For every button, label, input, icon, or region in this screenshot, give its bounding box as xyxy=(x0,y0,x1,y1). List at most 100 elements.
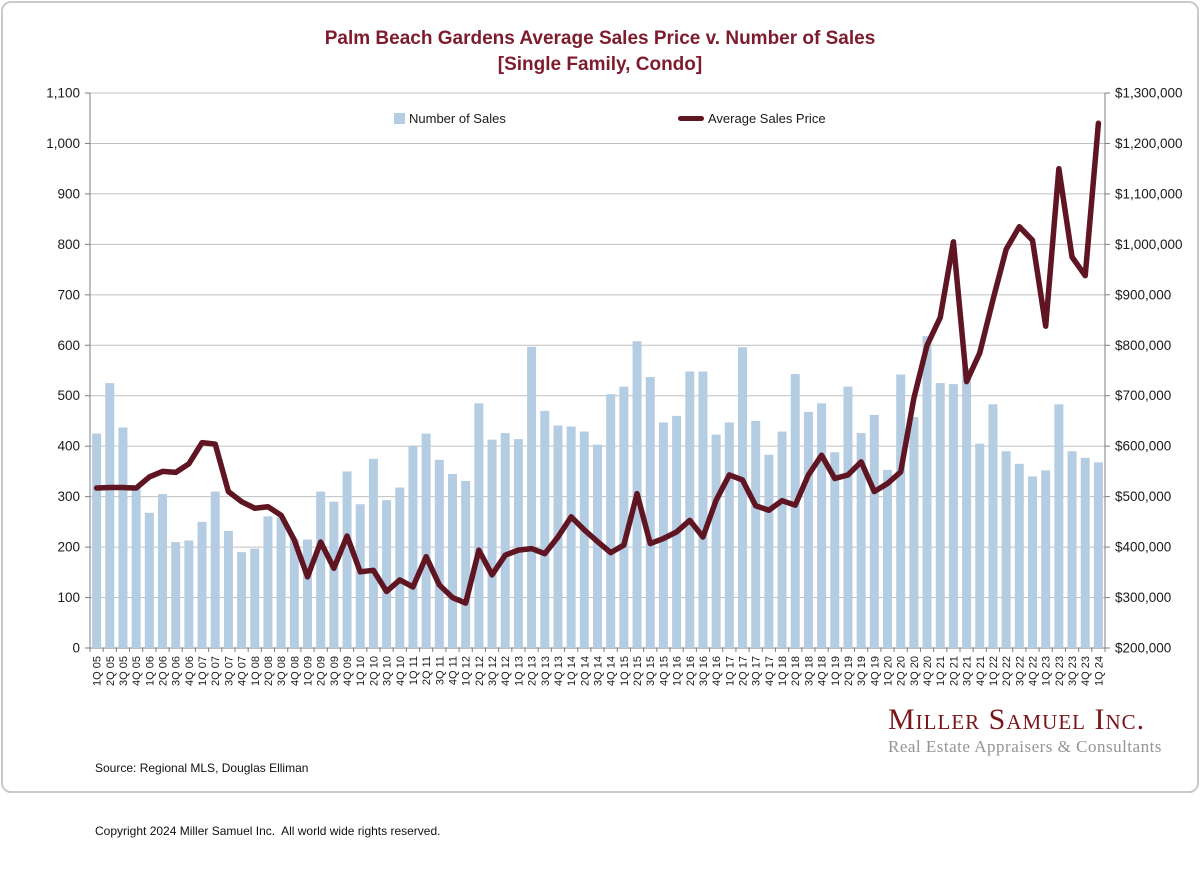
bar xyxy=(1067,451,1077,648)
price-line xyxy=(93,120,1102,606)
bar xyxy=(540,410,550,648)
bar xyxy=(751,420,761,648)
svg-text:$700,000: $700,000 xyxy=(1115,388,1171,403)
bar xyxy=(869,414,879,648)
bar xyxy=(303,539,312,648)
svg-text:3Q 12: 3Q 12 xyxy=(487,656,499,686)
bar xyxy=(1028,476,1037,648)
svg-text:1Q 10: 1Q 10 xyxy=(355,656,367,686)
svg-text:3Q 21: 3Q 21 xyxy=(962,656,974,686)
svg-text:4Q 22: 4Q 22 xyxy=(1028,656,1040,686)
svg-text:4Q 07: 4Q 07 xyxy=(237,656,249,686)
bar xyxy=(830,452,840,648)
svg-text:4Q 15: 4Q 15 xyxy=(658,656,670,686)
svg-text:4Q 11: 4Q 11 xyxy=(448,656,460,685)
bar xyxy=(790,374,800,648)
svg-text:$1,200,000: $1,200,000 xyxy=(1115,136,1183,151)
svg-text:1Q 18: 1Q 18 xyxy=(777,656,789,686)
chart-title-line1: Palm Beach Gardens Average Sales Price v… xyxy=(324,28,876,49)
svg-text:1Q 12: 1Q 12 xyxy=(461,656,473,686)
bar xyxy=(658,422,668,648)
bar xyxy=(237,552,247,648)
bar xyxy=(685,371,695,648)
svg-text:2Q 09: 2Q 09 xyxy=(316,656,328,686)
bar xyxy=(329,501,339,648)
svg-text:2Q 15: 2Q 15 xyxy=(632,656,644,686)
bar xyxy=(711,434,721,648)
svg-text:2Q 17: 2Q 17 xyxy=(738,656,750,686)
bar xyxy=(909,416,919,648)
svg-text:2Q 14: 2Q 14 xyxy=(579,656,591,686)
svg-text:1Q 05: 1Q 05 xyxy=(92,656,104,686)
bar xyxy=(975,443,985,648)
bar xyxy=(276,517,286,648)
svg-text:1Q 15: 1Q 15 xyxy=(619,656,631,686)
svg-text:2Q 08: 2Q 08 xyxy=(263,656,275,686)
bar xyxy=(474,403,484,648)
svg-text:3Q 18: 3Q 18 xyxy=(803,656,815,686)
svg-text:1Q 22: 1Q 22 xyxy=(988,656,1000,686)
svg-text:3Q 05: 3Q 05 xyxy=(118,656,130,686)
svg-text:1Q 17: 1Q 17 xyxy=(724,656,736,686)
bar xyxy=(342,471,352,648)
bar xyxy=(935,383,945,648)
bar xyxy=(566,426,576,648)
bar xyxy=(1080,457,1090,648)
bar xyxy=(764,454,774,648)
bar xyxy=(434,459,444,648)
svg-text:3Q 10: 3Q 10 xyxy=(382,656,394,686)
svg-text:1Q 07: 1Q 07 xyxy=(197,656,209,686)
svg-text:1Q 13: 1Q 13 xyxy=(513,656,525,686)
bar xyxy=(105,383,115,648)
svg-text:3Q 09: 3Q 09 xyxy=(329,656,341,686)
bar xyxy=(448,473,457,648)
bar xyxy=(382,500,392,648)
bar xyxy=(171,542,181,648)
svg-text:600: 600 xyxy=(57,338,80,353)
chart: Palm Beach Gardens Average Sales Price v… xyxy=(46,28,1188,838)
bar xyxy=(698,371,708,648)
svg-text:$1,100,000: $1,100,000 xyxy=(1115,186,1183,201)
svg-text:1Q 16: 1Q 16 xyxy=(672,656,684,686)
legend-item-average-sales-price: Average Sales Price xyxy=(678,108,826,128)
bar xyxy=(1001,451,1011,648)
svg-text:3Q 06: 3Q 06 xyxy=(171,656,183,686)
svg-text:1Q 24: 1Q 24 xyxy=(1093,656,1105,686)
svg-text:2Q 07: 2Q 07 xyxy=(210,656,222,686)
svg-text:1Q 23: 1Q 23 xyxy=(1041,656,1053,686)
bar xyxy=(619,386,629,648)
svg-text:4Q 12: 4Q 12 xyxy=(500,656,512,686)
svg-text:4Q 05: 4Q 05 xyxy=(131,656,143,686)
svg-text:900: 900 xyxy=(57,186,80,201)
miller-samuel-logo: Miller Samuel Inc. Real Estate Appraiser… xyxy=(888,704,1188,758)
svg-text:3Q 11: 3Q 11 xyxy=(434,656,446,685)
bar xyxy=(223,530,233,648)
svg-text:4Q 08: 4Q 08 xyxy=(289,656,301,686)
svg-text:3Q 15: 3Q 15 xyxy=(645,656,657,686)
svg-text:4Q 20: 4Q 20 xyxy=(922,656,934,686)
svg-text:700: 700 xyxy=(57,287,80,302)
bar xyxy=(131,486,141,648)
svg-text:1Q 19: 1Q 19 xyxy=(830,656,842,686)
bar xyxy=(92,433,102,648)
source-note: Source: Regional MLS, Douglas Elliman xyxy=(95,761,309,775)
bar xyxy=(263,516,273,648)
bar xyxy=(355,504,365,648)
svg-text:100: 100 xyxy=(57,590,80,605)
svg-text:2Q 19: 2Q 19 xyxy=(843,656,855,686)
svg-text:$400,000: $400,000 xyxy=(1115,540,1171,555)
svg-text:$300,000: $300,000 xyxy=(1115,590,1171,605)
bar xyxy=(250,548,260,648)
chart-title-line2: [Single Family, Condo] xyxy=(497,54,703,75)
chart-plot-area: 0 100 200 300 400 500 600 700 800 900 1,000 1,100 $2… xyxy=(46,86,1183,686)
svg-text:2Q 22: 2Q 22 xyxy=(1001,656,1013,686)
bar xyxy=(500,433,510,648)
bar xyxy=(988,404,998,648)
bar xyxy=(210,491,220,648)
bar xyxy=(527,346,537,648)
svg-text:200: 200 xyxy=(57,540,80,555)
chart-outer-border xyxy=(1,1,1199,793)
bar xyxy=(777,431,787,648)
svg-text:4Q 23: 4Q 23 xyxy=(1080,656,1092,686)
svg-text:2Q 06: 2Q 06 xyxy=(158,656,170,686)
